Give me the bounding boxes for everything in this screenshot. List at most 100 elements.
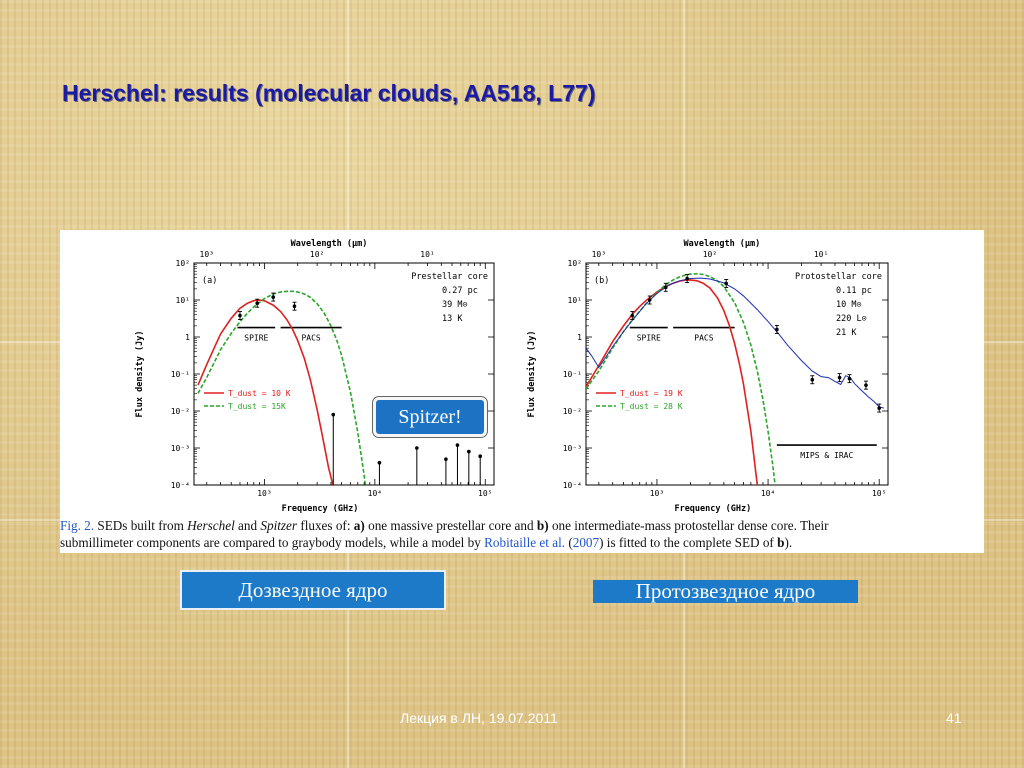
legend-label: T_dust = 19 K	[620, 389, 683, 398]
data-point	[775, 327, 779, 332]
caption-text: SEDs built from	[94, 518, 188, 533]
core-annotation-line: 220 L⊙	[836, 314, 867, 324]
data-point	[647, 298, 652, 302]
figure-caption: Fig. 2. SEDs built from Herschel and Spi…	[60, 517, 984, 551]
y-tick-label: 10¹	[568, 296, 582, 305]
plot-area	[197, 290, 483, 485]
spitzer-callout: Spitzer!	[373, 397, 487, 437]
data-point	[724, 281, 728, 286]
caption-text: one intermediate-mass protostellar dense…	[548, 518, 829, 533]
data-point	[685, 276, 689, 281]
data-point	[255, 301, 260, 305]
data-point	[837, 375, 842, 380]
x-tick-label: 10⁵	[478, 489, 492, 498]
caption-text: fluxes of:	[297, 518, 354, 533]
sed-curve-red-solid	[586, 279, 759, 485]
y-tick-label: 1	[185, 333, 190, 342]
top-tick-label: 10²	[703, 250, 717, 259]
x-axis-label: Frequency (GHz)	[282, 504, 359, 514]
core-annotation-line: 13 K	[442, 314, 463, 324]
core-annotation-line: Prestellar core	[411, 272, 488, 282]
core-annotation-line: 10 M⊙	[836, 300, 862, 310]
data-point	[877, 406, 882, 410]
caption-line-1: Fig. 2. SEDs built from Herschel and Spi…	[60, 517, 984, 534]
x-tick-label: 10⁴	[761, 489, 775, 498]
top-axis-label: Wavelength (μm)	[291, 239, 368, 249]
y-tick-label: 1	[577, 333, 582, 342]
sed-curve-green-dashed	[197, 290, 367, 485]
caption-text: submillimeter components are compared to…	[60, 535, 485, 550]
caption-b: b)	[536, 518, 549, 533]
caption-fig-label: Fig. 2.	[60, 518, 95, 533]
sed-panel-b: 10³ 10⁴ 10⁵ 10³ 10² 10¹ Wavelength (μm) Frequen…	[526, 239, 889, 514]
caption-reference-link[interactable]: Robitaille et al.	[484, 535, 566, 550]
y-tick-label: 10⁻²	[171, 407, 190, 416]
upper-limit-point	[444, 457, 448, 461]
core-annotation-line: 39 M⊙	[442, 300, 468, 310]
y-tick-label: 10⁻³	[563, 444, 582, 453]
core-annotation-line: 0.27 pc	[442, 286, 478, 296]
y-tick-label: 10⁻⁴	[563, 481, 582, 490]
panel-label: (a)	[202, 276, 217, 286]
data-point	[847, 376, 852, 381]
panel-label: (b)	[594, 276, 609, 286]
plot-frame	[193, 262, 495, 486]
sed-curve-blue-solid	[586, 277, 884, 409]
top-tick-label: 10³	[200, 250, 214, 259]
sed-figure: 10³ 10⁴ 10⁵ 10³ 10² 10¹ Wavelength (μm) Frequen…	[134, 239, 889, 514]
prestellar-core-label: Дозвездное ядро	[180, 570, 446, 610]
x-tick-label: 10⁴	[368, 489, 382, 498]
caption-text: ) is fitted to the complete SED of	[599, 535, 778, 550]
core-annotation-line: 0.11 pc	[836, 286, 872, 296]
x-tick-label: 10⁵	[872, 489, 886, 498]
data-point	[271, 295, 276, 299]
instrument-band-label: SPIRE	[637, 334, 661, 343]
caption-spitzer: Spitzer	[260, 518, 298, 533]
caption-text: (	[565, 535, 573, 550]
figure-panel: 10³ 10⁴ 10⁵ 10³ 10² 10¹ Wavelength (μm) Frequen…	[60, 230, 984, 553]
y-tick-label: 10⁻²	[563, 407, 582, 416]
y-tick-label: 10⁻³	[171, 444, 190, 453]
top-tick-label: 10¹	[814, 250, 828, 259]
upper-limit-point	[331, 412, 336, 417]
y-tick-label: 10⁻¹	[563, 370, 582, 379]
sed-curve-red-solid	[197, 299, 334, 485]
core-annotation-line: Protostellar core	[795, 272, 882, 282]
sed-panel-a: 10³ 10⁴ 10⁵ 10³ 10² 10¹ Wavelength (μm) Frequen…	[134, 239, 495, 514]
caption-b2: b	[777, 535, 785, 550]
legend-label: T_dust = 28 K	[620, 402, 683, 411]
data-point	[630, 313, 635, 318]
caption-year-link[interactable]: 2007	[572, 535, 600, 550]
plot-area	[586, 272, 884, 485]
data-point	[292, 304, 297, 308]
y-tick-label: 10⁻¹	[171, 370, 190, 379]
upper-limit-point	[415, 446, 419, 450]
y-tick-label: 10⁻⁴	[171, 481, 190, 490]
upper-limit-point	[455, 443, 460, 447]
top-tick-label: 10³	[592, 250, 606, 259]
top-axis-label: Wavelength (μm)	[684, 239, 761, 249]
x-axis-label: Frequency (GHz)	[674, 504, 751, 514]
y-tick-label: 10²	[176, 259, 190, 268]
instrument-band-label: MIPS & IRAC	[800, 451, 853, 460]
top-tick-label: 10²	[310, 250, 324, 259]
caption-text: ).	[784, 535, 793, 550]
data-point	[864, 383, 868, 387]
slide-footer: Лекция в ЛН, 19.07.2011	[400, 710, 558, 726]
x-tick-label: 10³	[257, 489, 271, 498]
upper-limit-point	[377, 460, 382, 465]
protostellar-core-label: Протозвездное ядро	[593, 579, 858, 603]
caption-text: one massive prestellar core and	[364, 518, 537, 533]
top-tick-label: 10¹	[420, 250, 434, 259]
y-axis-label: Flux density (Jy)	[134, 331, 145, 418]
upper-limit-point	[478, 454, 483, 459]
y-axis-label: Flux density (Jy)	[526, 331, 537, 418]
y-tick-label: 10¹	[176, 296, 190, 305]
instrument-band-label: PACS	[694, 334, 713, 343]
core-annotation-line: 21 K	[836, 328, 857, 338]
data-point	[810, 377, 815, 382]
x-tick-label: 10³	[650, 489, 664, 498]
legend-label: T_dust = 10 K	[228, 389, 291, 398]
upper-limit-point	[467, 449, 471, 454]
slide-title: Herschel: results (molecular clouds, AA5…	[62, 80, 596, 106]
